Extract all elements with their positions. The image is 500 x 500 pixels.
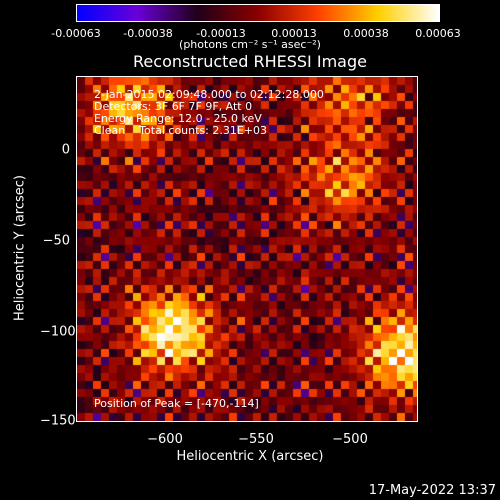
annotation-energy-range: Energy Range: 12.0 - 25.0 keV: [94, 112, 262, 125]
colorbar: [76, 4, 440, 22]
x-tick-label: −500: [332, 432, 368, 447]
y-tick-label: −50: [42, 233, 70, 249]
y-tick-label: −100: [40, 324, 76, 340]
colorbar-tick: 0.00013: [271, 27, 317, 40]
annotation-peak-position: Position of Peak = [-470,-114]: [94, 397, 259, 410]
annotation-detectors: Detectors: 3F 6F 7F 9F, Att 0: [94, 100, 253, 113]
timestamp: 17-May-2022 13:37: [368, 483, 496, 498]
annotation-time-range: 2-Jan-2015 02:09:48.000 to 02:12:28.000: [94, 88, 324, 101]
x-tick-label: −550: [238, 432, 274, 447]
chart-title: Reconstructed RHESSI Image: [133, 52, 367, 71]
colorbar-tick: 0.00063: [415, 27, 461, 40]
y-axis-label: Heliocentric Y (arcsec): [12, 175, 28, 321]
colorbar-tick: -0.00063: [51, 27, 101, 40]
colorbar-units: (photons cm⁻² s⁻¹ asec⁻²): [179, 38, 321, 51]
colorbar-tick: -0.00038: [123, 27, 173, 40]
annotation-clean-counts: Clean Total counts: 2.31E+03: [94, 124, 268, 137]
y-tick-label: −150: [40, 413, 76, 429]
plot-frame: [76, 76, 418, 422]
x-axis-label: Heliocentric X (arcsec): [176, 449, 324, 464]
heatmap-image: [77, 77, 417, 421]
colorbar-tick: 0.00038: [343, 27, 389, 40]
x-tick-label: −600: [147, 432, 183, 447]
y-tick-label: 0: [61, 142, 70, 158]
colorbar-tick: -0.00013: [196, 27, 246, 40]
